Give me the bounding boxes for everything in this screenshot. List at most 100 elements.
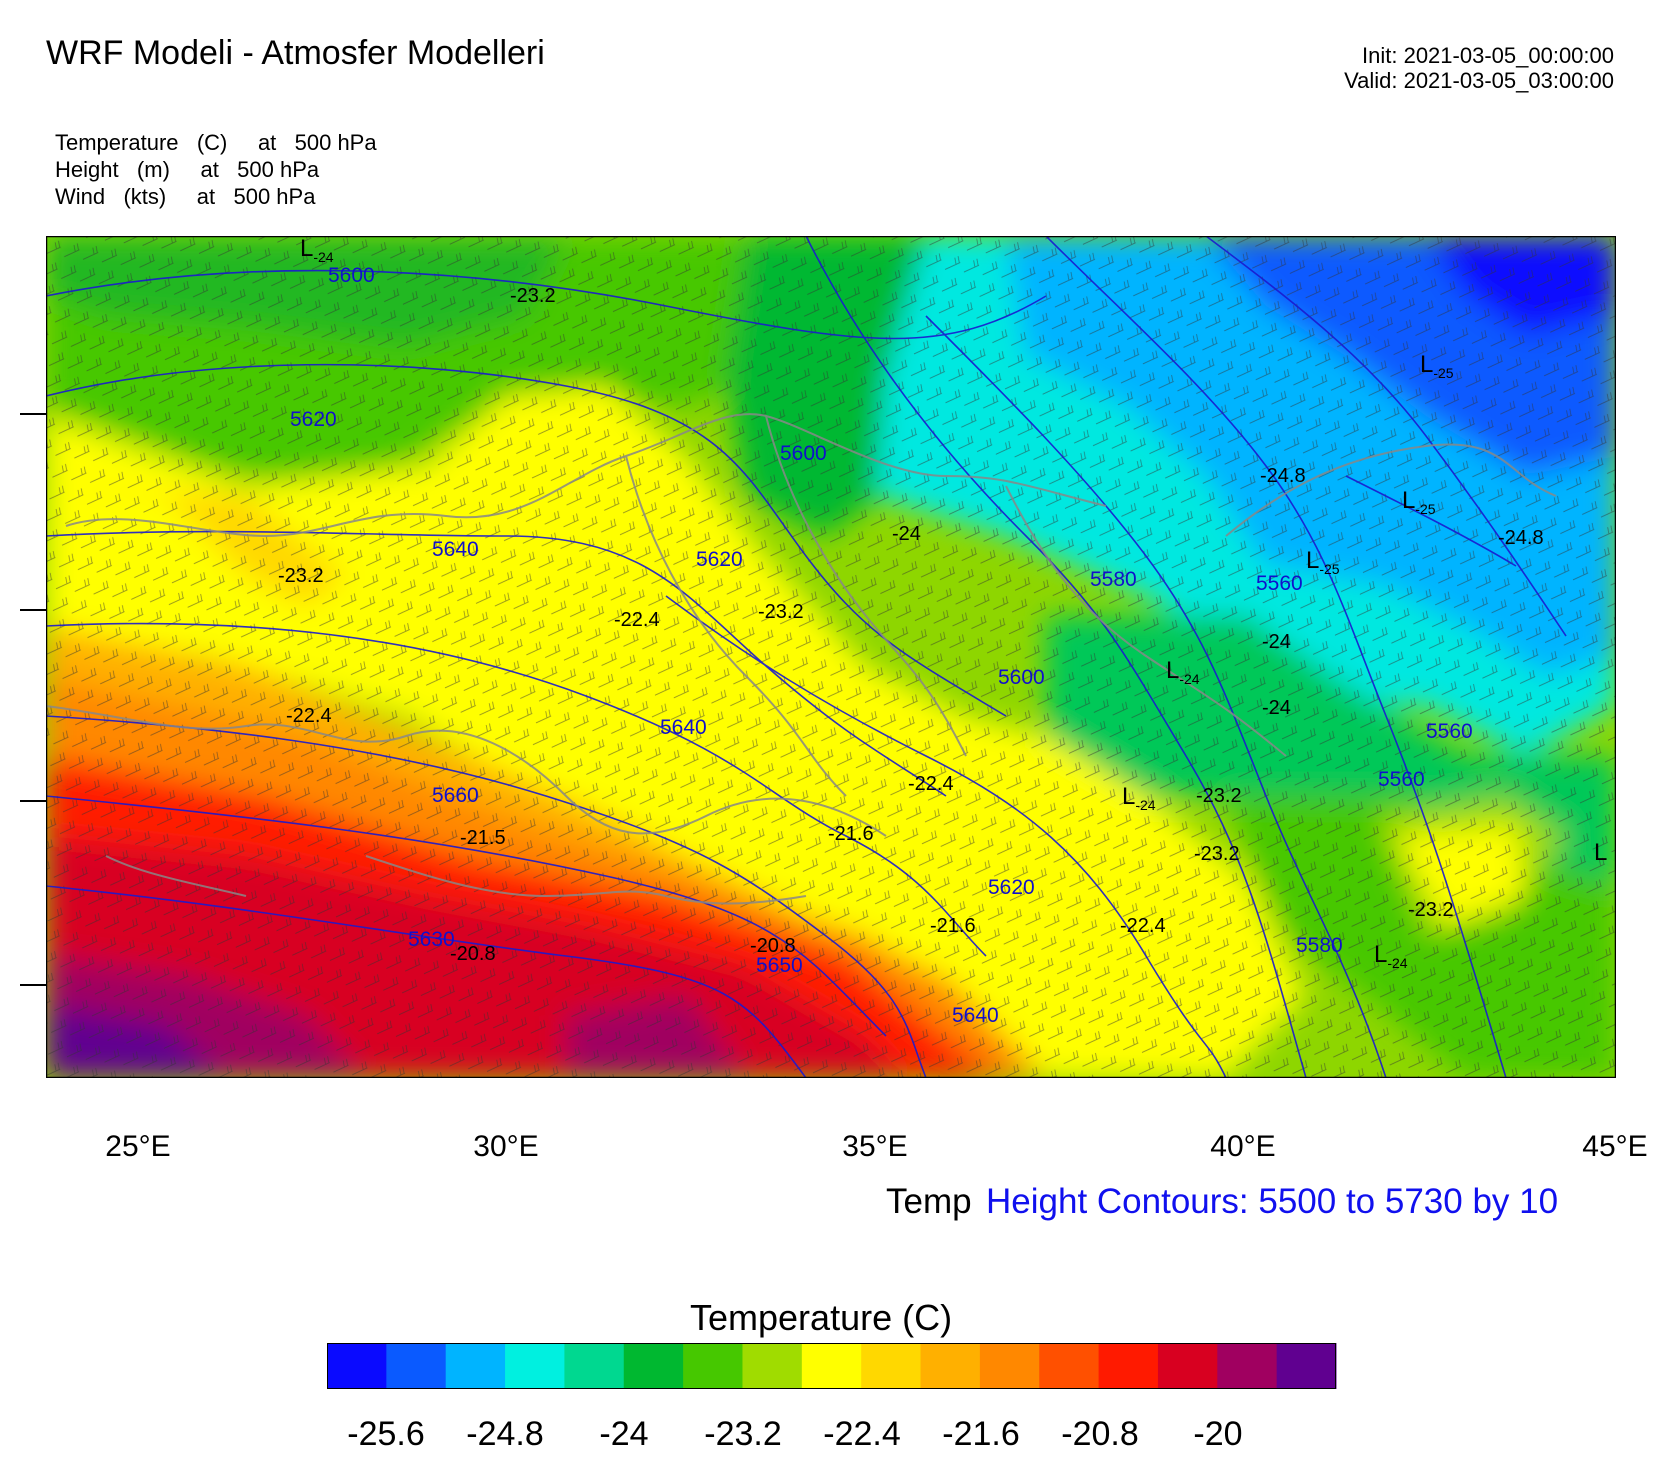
colorbar-swatch [683, 1343, 743, 1389]
height-label: 5560 [1378, 768, 1425, 791]
temp-label: -23.2 [510, 285, 556, 307]
colorbar-swatch [445, 1343, 506, 1389]
height-label: 5600 [328, 264, 375, 287]
height-label: 5620 [290, 408, 337, 431]
height-label: 5600 [998, 666, 1045, 689]
field-height: Height (m) at 500 hPa [55, 157, 320, 182]
y-tick [20, 413, 46, 415]
colorbar-swatch [1157, 1343, 1218, 1389]
colorbar-swatch [979, 1343, 1040, 1389]
low-center-symbol: L [300, 236, 313, 262]
temperature-field [46, 236, 1616, 1078]
low-center-symbol: L [1594, 839, 1607, 866]
svg-text:L-24: L-24 [1374, 941, 1408, 971]
height-label: 5650 [756, 954, 803, 977]
low-center-symbol: L [1420, 351, 1433, 378]
low-center-value: -25 [1319, 561, 1339, 577]
field-temperature: Temperature (C) at 500 hPa [55, 130, 377, 155]
temp-label: -24 [892, 523, 921, 545]
contour-info-height: Height Contours: 5500 to 5730 by 10 [986, 1182, 1559, 1221]
temp-label: -24.8 [1498, 527, 1544, 549]
temp-label: -22.4 [1120, 915, 1166, 937]
height-label: 5560 [1426, 720, 1473, 743]
svg-text:L-25: L-25 [1420, 351, 1454, 381]
temp-label: -23.2 [758, 601, 804, 623]
colorbar-swatch [920, 1343, 981, 1389]
low-center-symbol: L [1122, 783, 1135, 810]
x-tick-label: 35°E [842, 1130, 908, 1163]
temp-label: -23.2 [1408, 899, 1454, 921]
colorbar-title: Temperature (C) [690, 1297, 953, 1338]
colorbar-label: -20.8 [1061, 1415, 1139, 1453]
colorbar-swatch [1217, 1343, 1278, 1389]
valid-time: Valid: 2021-03-05_03:00:00 [1344, 68, 1614, 93]
temperature-map[interactable]: 5600 5620 5600 5640 5620 5580 5560 5600 … [46, 236, 1616, 1078]
colorbar-swatch [1039, 1343, 1100, 1389]
init-time: Init: 2021-03-05_00:00:00 [1362, 43, 1614, 68]
height-label: 5660 [432, 784, 479, 807]
low-center-value: -25 [1433, 365, 1453, 381]
colorbar-swatch [505, 1343, 565, 1389]
temp-label: -21.6 [930, 915, 976, 937]
map-frame [46, 236, 1616, 1078]
colorbar-label: -22.4 [823, 1415, 901, 1453]
temp-label: -22.4 [286, 705, 332, 727]
colorbar-swatch [742, 1343, 803, 1389]
colorbar-label: -21.6 [942, 1415, 1020, 1453]
colorbar-swatch [327, 1343, 387, 1389]
svg-text:L: L [1594, 839, 1607, 866]
x-tick-label: 40°E [1210, 1130, 1276, 1163]
temp-label: -22.4 [614, 609, 660, 631]
temp-label: -23.2 [1194, 843, 1240, 865]
colorbar-swatch [801, 1343, 862, 1389]
temp-label: -24 [1262, 697, 1291, 719]
svg-text:L-25: L-25 [1402, 487, 1436, 517]
x-tick-label: 45°E [1582, 1130, 1648, 1163]
x-tick-label: 25°E [105, 1130, 171, 1163]
low-center-symbol: L [1402, 487, 1415, 514]
temp-label: -22.4 [908, 773, 954, 795]
x-tick-label: 30°E [473, 1130, 539, 1163]
height-label: 5630 [408, 928, 455, 951]
temp-label: -20.8 [750, 935, 796, 957]
svg-text:L-24: L-24 [1122, 783, 1156, 813]
height-label: 5580 [1296, 934, 1343, 957]
height-label: 5640 [952, 1004, 999, 1027]
temp-label: -23.2 [1196, 785, 1242, 807]
colorbar-label: -23.2 [704, 1415, 782, 1453]
colorbar-swatch [861, 1343, 922, 1389]
low-center-symbol: L [1166, 657, 1179, 684]
height-label: 5620 [988, 876, 1035, 899]
colorbar-swatch [386, 1343, 447, 1389]
temp-label: -24 [1262, 631, 1291, 653]
height-label: 5560 [1256, 572, 1303, 595]
height-label: 5640 [432, 538, 479, 561]
colorbar [327, 1343, 1337, 1389]
colorbar-swatch [1276, 1343, 1337, 1389]
svg-text:L-24: L-24 [300, 236, 334, 265]
contour-info-temp: Temp [886, 1182, 972, 1221]
colorbar-label: -24.8 [466, 1415, 544, 1453]
colorbar-swatch [623, 1343, 684, 1389]
temp-label: -23.2 [278, 565, 324, 587]
svg-text:L-25: L-25 [1306, 547, 1340, 577]
temp-label: -24.8 [1260, 465, 1306, 487]
low-center-value: -24 [1387, 955, 1407, 971]
low-center-symbol: L [1374, 941, 1387, 968]
svg-text:L-24: L-24 [1166, 657, 1200, 687]
height-label: 5580 [1090, 568, 1137, 591]
colorbar-swatch [564, 1343, 625, 1389]
low-center-value: -24 [1179, 671, 1199, 687]
low-center-value: -24 [313, 249, 333, 265]
temp-label: -21.5 [460, 827, 506, 849]
temp-label: -20.8 [450, 943, 496, 965]
colorbar-swatch [1098, 1343, 1159, 1389]
height-label: 5640 [660, 716, 707, 739]
y-tick [20, 609, 46, 611]
colorbar-label: -20 [1193, 1415, 1243, 1453]
colorbar-label: -25.6 [347, 1415, 425, 1453]
temp-label: -21.6 [828, 823, 874, 845]
y-tick [20, 984, 46, 986]
field-wind: Wind (kts) at 500 hPa [55, 184, 316, 209]
low-center-symbol: L [1306, 547, 1319, 574]
